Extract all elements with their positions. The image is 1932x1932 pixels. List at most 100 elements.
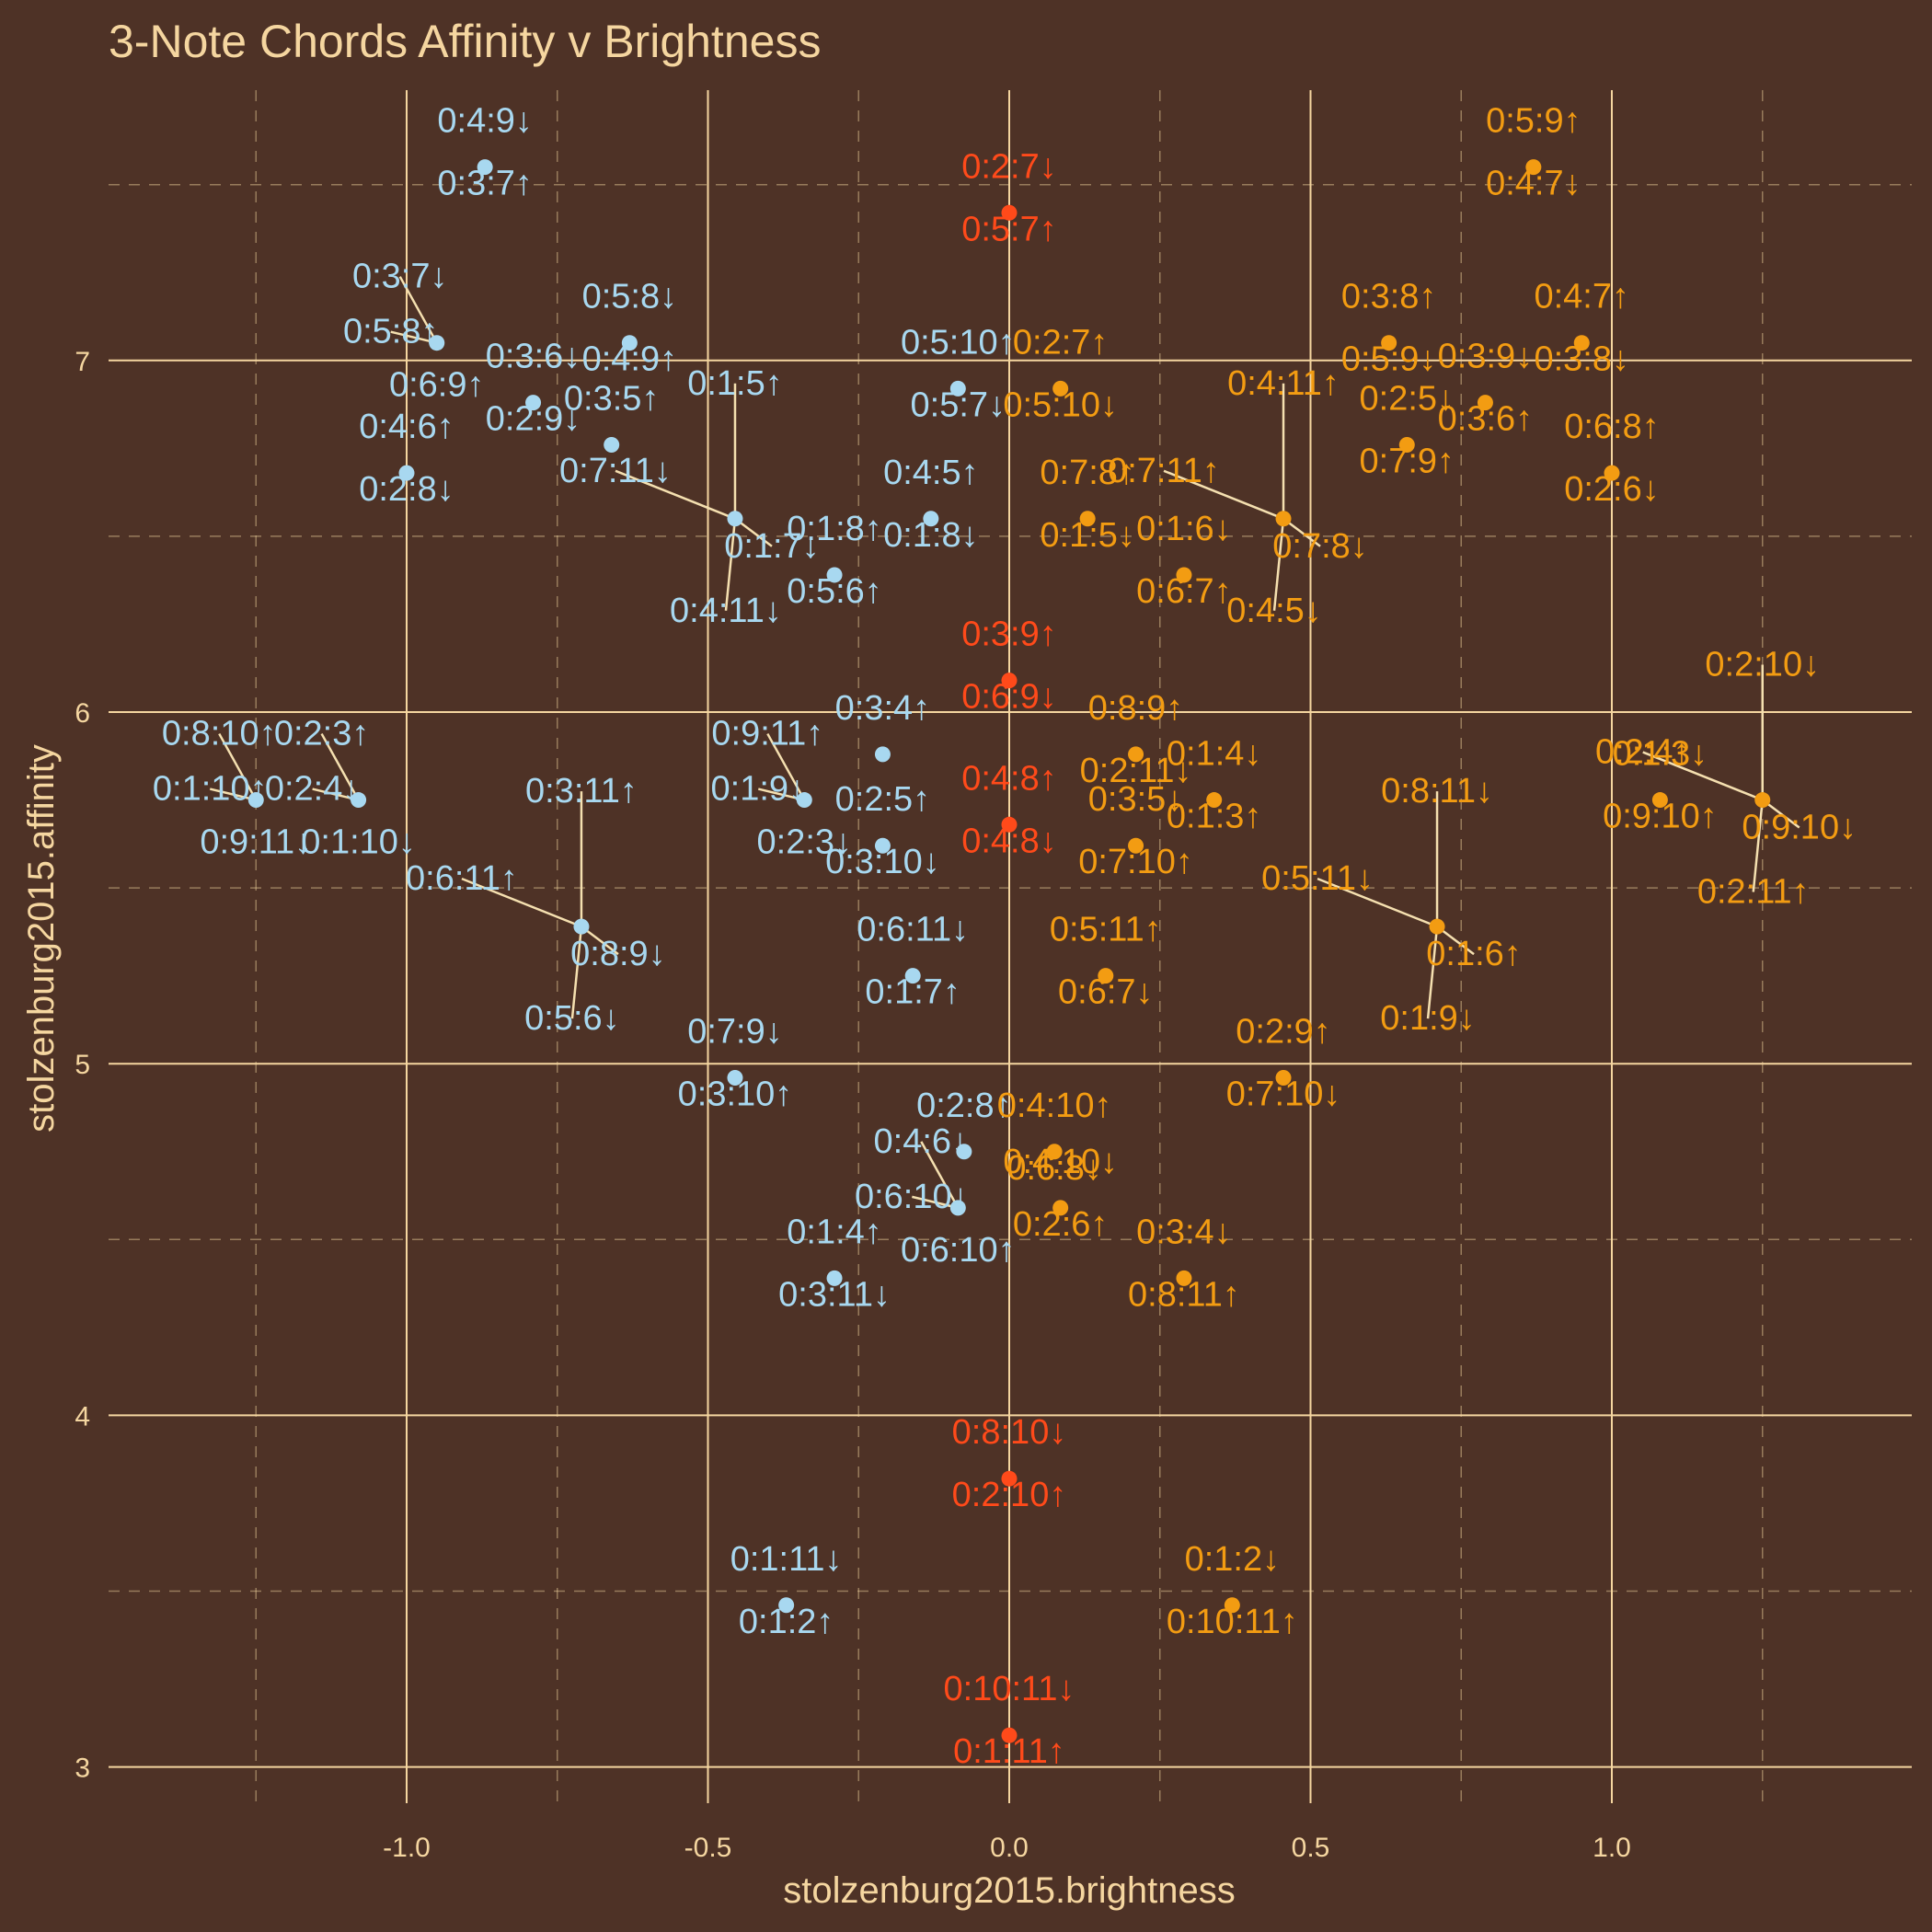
- label-connector: [209, 788, 257, 801]
- chord-label: 0:1:4↓: [1167, 735, 1262, 774]
- chord-label: 0:2:10↓: [1705, 646, 1820, 684]
- major-chord-point: [1398, 437, 1415, 454]
- label-connector: [390, 330, 438, 344]
- major-chord-point: [1604, 465, 1620, 481]
- chord-label: 0:5:9↑: [1486, 102, 1581, 141]
- minor-chord-point: [477, 159, 493, 176]
- chord-label: 0:7:10↓: [1226, 1075, 1341, 1113]
- y-tick-label: 3: [75, 1754, 90, 1784]
- label-connector: [1272, 518, 1285, 611]
- label-connector: [461, 877, 582, 928]
- label-connector: [1317, 877, 1438, 928]
- minor-chord-point: [956, 1144, 972, 1160]
- chord-label: 0:6:10↓: [855, 1178, 970, 1216]
- chord-label: 0:1:2↑: [739, 1603, 834, 1641]
- chord-label: 0:1:4↑: [787, 1213, 882, 1251]
- neutral-chord-point: [1001, 204, 1018, 221]
- chord-label: 0:2:11↓: [1080, 752, 1192, 790]
- minor-chord-point: [621, 335, 638, 351]
- chord-label: 0:3:11↓: [778, 1275, 891, 1314]
- chord-label: 0:1:10↑: [153, 770, 268, 809]
- label-connectors: [209, 276, 1800, 1210]
- major-chord-point: [1128, 746, 1144, 763]
- y-tick-label: 4: [75, 1401, 90, 1432]
- minor-chord-point: [826, 567, 843, 583]
- chord-label: 0:8:11↓: [1381, 772, 1493, 811]
- chord-label: 0:4:5↑: [883, 454, 979, 492]
- minor-chord-point: [923, 511, 939, 527]
- major-chord-point: [1381, 335, 1397, 351]
- chord-label: 0:7:8↑: [1040, 454, 1135, 492]
- chord-label: 0:1:6↑: [1426, 935, 1522, 973]
- chord-label: 0:6:11↓: [857, 911, 969, 949]
- chord-label: 0:5:8↓: [582, 278, 678, 316]
- minor-chord-point: [778, 1597, 795, 1614]
- minor-chord-point: [874, 837, 891, 854]
- chord-label: 0:7:8↓: [1272, 527, 1368, 566]
- chord-label: 0:1:11↓: [730, 1540, 843, 1579]
- chord-label: 0:8:11↑: [1128, 1275, 1240, 1314]
- minor-chord-point: [727, 1069, 743, 1086]
- major-chord-point: [1206, 792, 1223, 809]
- label-connector: [320, 732, 360, 801]
- chord-label: 0:2:5↓: [1360, 380, 1455, 419]
- chord-label: 0:5:9↓: [1341, 340, 1437, 379]
- minor-chord-point: [351, 792, 367, 809]
- x-axis-title: stolzenburg2015.brightness: [783, 1870, 1235, 1911]
- chord-label: 0:4:8↑: [961, 759, 1057, 798]
- chord-label: 0:6:8↓: [1006, 1149, 1102, 1188]
- chord-label: 0:3:5↓: [1088, 780, 1184, 819]
- label-connector: [1642, 751, 1764, 801]
- chord-label: 0:2:4↑: [1595, 733, 1691, 772]
- neutral-chord-point: [1001, 1727, 1018, 1743]
- major-chord-point: [1052, 380, 1069, 397]
- chord-label: 0:4:6↓: [874, 1122, 970, 1161]
- chord-label: 0:6:7↓: [1058, 973, 1154, 1012]
- y-tick-label: 6: [75, 698, 90, 729]
- chord-label: 0:2:7↑: [1013, 323, 1109, 362]
- chord-label: 0:2:9↑: [1236, 1012, 1331, 1051]
- chord-label: 0:1:5↓: [1040, 516, 1135, 555]
- chord-label: 0:1:6↓: [1136, 510, 1232, 548]
- chord-label: 0:6:7↑: [1136, 572, 1232, 611]
- chord-label: 0:9:10↓: [1742, 809, 1857, 847]
- chord-label: 0:1:3↑: [1167, 798, 1262, 836]
- chord-label: 0:1:8↓: [883, 516, 979, 555]
- label-connector: [570, 926, 583, 1019]
- point-labels: 0:4:9↓ 0:3:7↑ 0:3:7↓ 0:5:8↑ 0:6:9↑0:3:6↓ 0:2:…: [153, 102, 1857, 1772]
- chord-label: 0:5:8↑: [343, 313, 439, 351]
- label-connector: [398, 276, 438, 344]
- chord-label: 0:9:11↓: [200, 823, 312, 862]
- chord-label: 0:1:7↓: [724, 527, 820, 566]
- major-chord-point: [1525, 159, 1542, 176]
- major-chord-point: [1176, 567, 1192, 583]
- chord-label: 0:2:9↓: [486, 400, 581, 439]
- chord-label: 0:2:8↓: [359, 470, 454, 509]
- chord-label: 0:2:11↑: [1697, 873, 1810, 912]
- major-chord-point: [1754, 792, 1771, 809]
- chord-label: 0:1:9↓: [711, 770, 807, 809]
- chord-label: 0:2:6↓: [1564, 470, 1660, 509]
- minor-chord-point: [826, 1270, 843, 1286]
- chord-label: 0:3:7↑: [437, 165, 533, 203]
- chord-label: 0:9:11↑: [711, 715, 823, 753]
- label-connector: [920, 1141, 960, 1209]
- chord-label: 0:4:9↓: [437, 102, 533, 141]
- major-chord-point: [1176, 1270, 1192, 1286]
- y-tick-label: 5: [75, 1050, 90, 1080]
- chord-label: 0:2:10↑: [952, 1476, 1067, 1514]
- x-tick-label: -0.5: [684, 1833, 732, 1863]
- chord-label: 0:2:7↓: [961, 147, 1057, 186]
- chord-label: 0:6:11↑: [406, 859, 518, 898]
- chord-label: 0:2:8↑: [916, 1087, 1012, 1125]
- chord-label: 0:2:6↑: [1013, 1205, 1109, 1244]
- major-chord-point: [1477, 395, 1493, 411]
- chord-label: 0:8:9↑: [1088, 689, 1184, 728]
- x-tick-label: 0.5: [1292, 1833, 1330, 1863]
- chord-label: 0:5:6↑: [787, 572, 882, 611]
- chord-label: 0:4:7↑: [1534, 278, 1629, 316]
- major-chord-point: [1098, 968, 1114, 984]
- chord-label: 0:3:6↑: [1438, 400, 1534, 439]
- chord-label: 0:5:10↓: [1003, 385, 1118, 424]
